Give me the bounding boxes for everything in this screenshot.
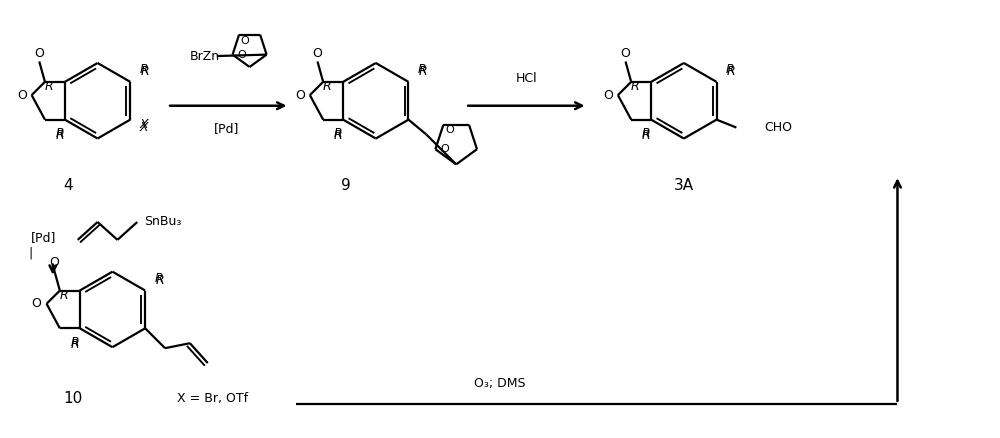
Text: O: O [440,144,449,154]
Text: 10: 10 [63,391,82,406]
Text: R: R [418,64,427,77]
Text: O: O [241,35,249,46]
Text: [Pd]: [Pd] [214,122,239,135]
Text: X: X [140,118,148,131]
Text: CHO: CHO [764,121,792,134]
Text: R: R [155,272,163,285]
Text: R: R [156,274,164,287]
Text: X = Br, OTf: X = Br, OTf [177,392,248,405]
Text: SnBu₃: SnBu₃ [144,215,182,229]
Text: O: O [17,88,27,102]
Text: R: R [60,289,68,302]
Text: R: R [642,129,650,142]
Text: O: O [313,47,322,60]
Text: R: R [140,64,148,77]
Text: R: R [631,80,640,93]
Text: O: O [237,49,246,60]
Text: R: R [334,129,342,142]
Text: O: O [603,88,613,102]
Text: O₃; DMS: O₃; DMS [474,378,526,390]
Text: X: X [140,121,148,134]
Text: R: R [70,336,79,349]
Text: O: O [295,88,305,102]
Text: R: R [56,127,64,140]
Text: 3A: 3A [674,178,694,193]
Text: R: R [726,64,735,77]
Text: R: R [419,65,428,78]
Text: O: O [49,256,59,268]
Text: R: R [45,80,53,93]
Text: HCl: HCl [516,72,538,85]
Text: R: R [323,80,332,93]
Text: R: R [334,127,342,140]
Text: 4: 4 [63,178,73,193]
Text: R: R [642,127,650,140]
Text: R: R [56,129,64,142]
Text: O: O [445,125,454,135]
Text: O: O [32,297,42,310]
Text: R: R [141,65,149,78]
Text: BrZn: BrZn [190,49,220,63]
Text: O: O [621,47,630,60]
Text: 9: 9 [341,178,351,193]
Text: |: | [29,246,33,259]
Text: [Pd]: [Pd] [31,231,56,244]
Text: R: R [70,338,79,351]
Text: R: R [727,65,736,78]
Text: O: O [34,47,44,60]
